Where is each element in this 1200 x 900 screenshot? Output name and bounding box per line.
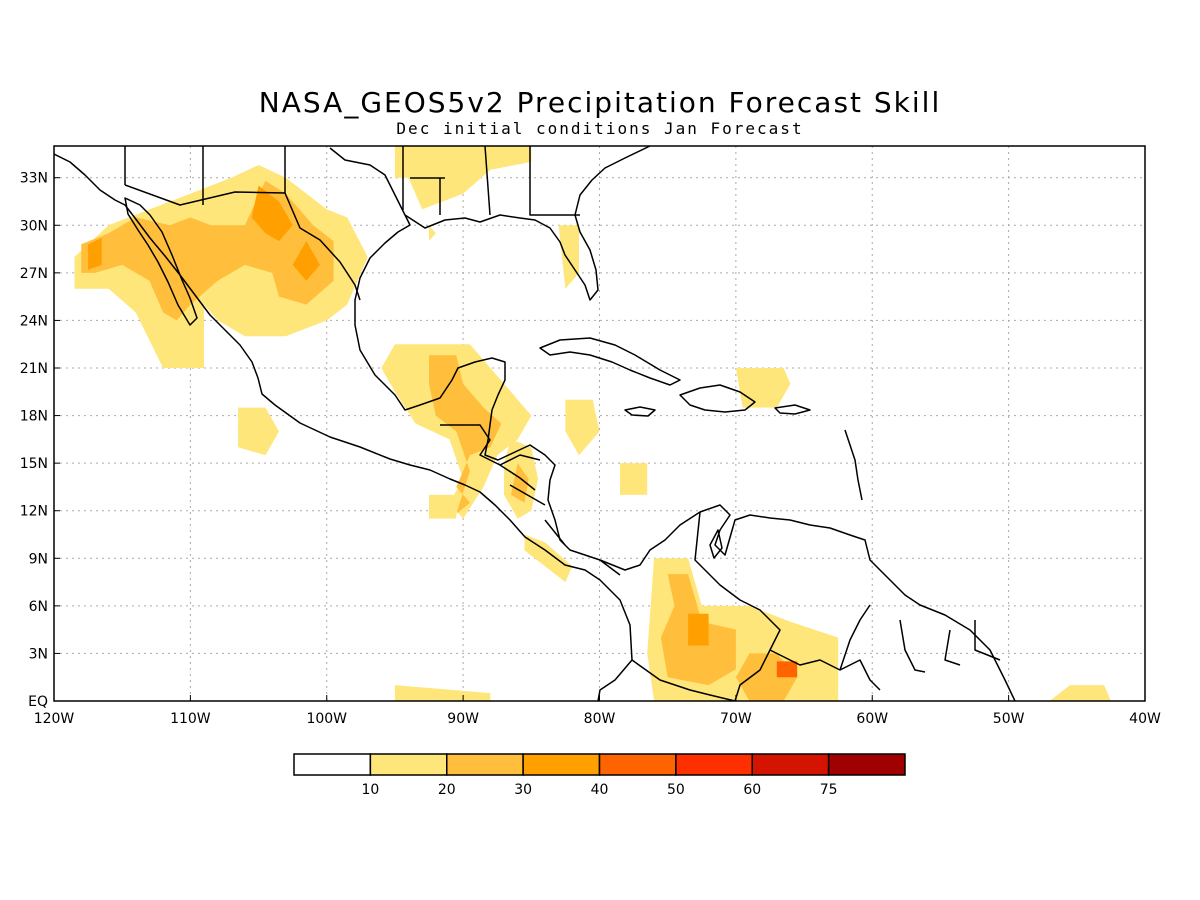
coastline-pacific-mexico — [54, 153, 633, 701]
colorbar: 10 20 30 40 50 60 75 — [293, 753, 906, 798]
map-subtitle: Dec initial conditions Jan Forecast — [396, 119, 804, 138]
lat-tick-label: 18N — [20, 409, 48, 425]
skill-region — [688, 613, 709, 646]
colorbar-swatch — [675, 753, 753, 776]
lat-tick-label: 21N — [20, 361, 48, 377]
lon-tick-label: 100W — [306, 711, 347, 727]
border-mexico-guatemala — [440, 424, 536, 491]
skill-region — [88, 238, 102, 270]
coastline-us-gulf — [404, 146, 651, 301]
colorbar-swatch — [293, 753, 372, 776]
lon-tick-label: 60W — [856, 711, 888, 727]
colorbar-label: 20 — [438, 782, 456, 798]
colorbar-swatch — [522, 753, 601, 776]
colorbar-label: 75 — [820, 782, 838, 798]
lat-tick-label: 33N — [20, 171, 48, 187]
border-us-states — [124, 146, 580, 216]
skill-region — [1049, 685, 1111, 701]
colorbar-label: 30 — [514, 782, 532, 798]
lat-tick-label: 3N — [29, 646, 48, 662]
lon-tick-label: 70W — [720, 711, 752, 727]
lon-tick-label: 40W — [1129, 711, 1161, 727]
latitude-tick-labels: EQ 3N 6N 9N 12N 15N 18N 21N 24N 27N 30N 33N — [20, 171, 60, 710]
coastline-hispaniola — [679, 384, 756, 413]
coastline-layer — [54, 146, 1016, 701]
coastline-gulf-of-mexico — [329, 147, 1016, 701]
colorbar-label: 50 — [667, 782, 685, 798]
skill-region — [558, 225, 579, 289]
skill-region — [292, 241, 320, 281]
skill-region — [524, 534, 573, 583]
lon-tick-label: 80W — [584, 711, 616, 727]
skill-fill-layer — [74, 146, 1111, 701]
coastline-baja-california — [124, 197, 198, 326]
colorbar-label: 60 — [743, 782, 761, 798]
border-us-mexico — [124, 184, 361, 301]
lon-tick-label: 110W — [170, 711, 211, 727]
colorbar-label: 40 — [591, 782, 609, 798]
skill-region — [429, 355, 502, 514]
coastline-lake-maracaibo — [709, 529, 723, 559]
skill-region — [776, 661, 798, 678]
border-venezuela-brazil — [769, 604, 881, 691]
skill-region — [238, 407, 279, 456]
lat-tick-label: 24N — [20, 313, 48, 329]
map-title: NASA_GEOS5v2 Precipitation Forecast Skil… — [258, 86, 942, 119]
coastline-puerto-rico — [774, 404, 811, 415]
skill-region — [620, 463, 648, 495]
colorbar-swatch — [827, 753, 906, 776]
lat-tick-label: 27N — [20, 266, 48, 282]
border-colombia-south — [631, 659, 736, 701]
skill-region — [394, 685, 491, 701]
lat-tick-label: 15N — [20, 456, 48, 472]
lat-tick-label: 30N — [20, 218, 48, 234]
lon-tick-label: 90W — [447, 711, 479, 727]
skill-region — [735, 368, 791, 408]
lat-tick-label: 9N — [29, 551, 48, 567]
skill-region — [251, 185, 293, 242]
colorbar-swatch — [598, 753, 677, 776]
coastline-cuba — [539, 337, 681, 386]
coastline-lesser-antilles — [844, 429, 863, 501]
coastline-jamaica — [624, 406, 656, 417]
colorbar-swatch — [369, 753, 448, 776]
colorbar-swatch — [751, 753, 830, 776]
lon-tick-label: 120W — [34, 711, 75, 727]
skill-region — [394, 146, 532, 210]
border-guianas — [899, 619, 1001, 673]
longitude-tick-labels: 120W 110W 100W 90W 80W 70W 60W 50W 40W — [34, 695, 1161, 727]
colorbar-label: 10 — [361, 782, 379, 798]
skill-region — [565, 399, 600, 456]
lat-tick-label: 12N — [20, 504, 48, 520]
border-central-america — [499, 454, 621, 576]
lat-tick-label: 6N — [29, 599, 48, 615]
skill-region — [429, 494, 457, 519]
lat-tick-label: EQ — [28, 694, 48, 710]
skill-region — [429, 225, 436, 242]
lon-tick-label: 50W — [993, 711, 1025, 727]
border-colombia-venezuela — [694, 511, 781, 701]
colorbar-swatch — [446, 753, 524, 776]
